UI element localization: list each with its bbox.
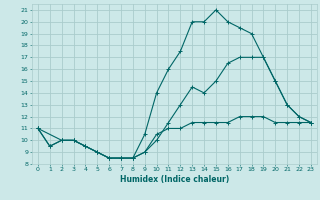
X-axis label: Humidex (Indice chaleur): Humidex (Indice chaleur) xyxy=(120,175,229,184)
